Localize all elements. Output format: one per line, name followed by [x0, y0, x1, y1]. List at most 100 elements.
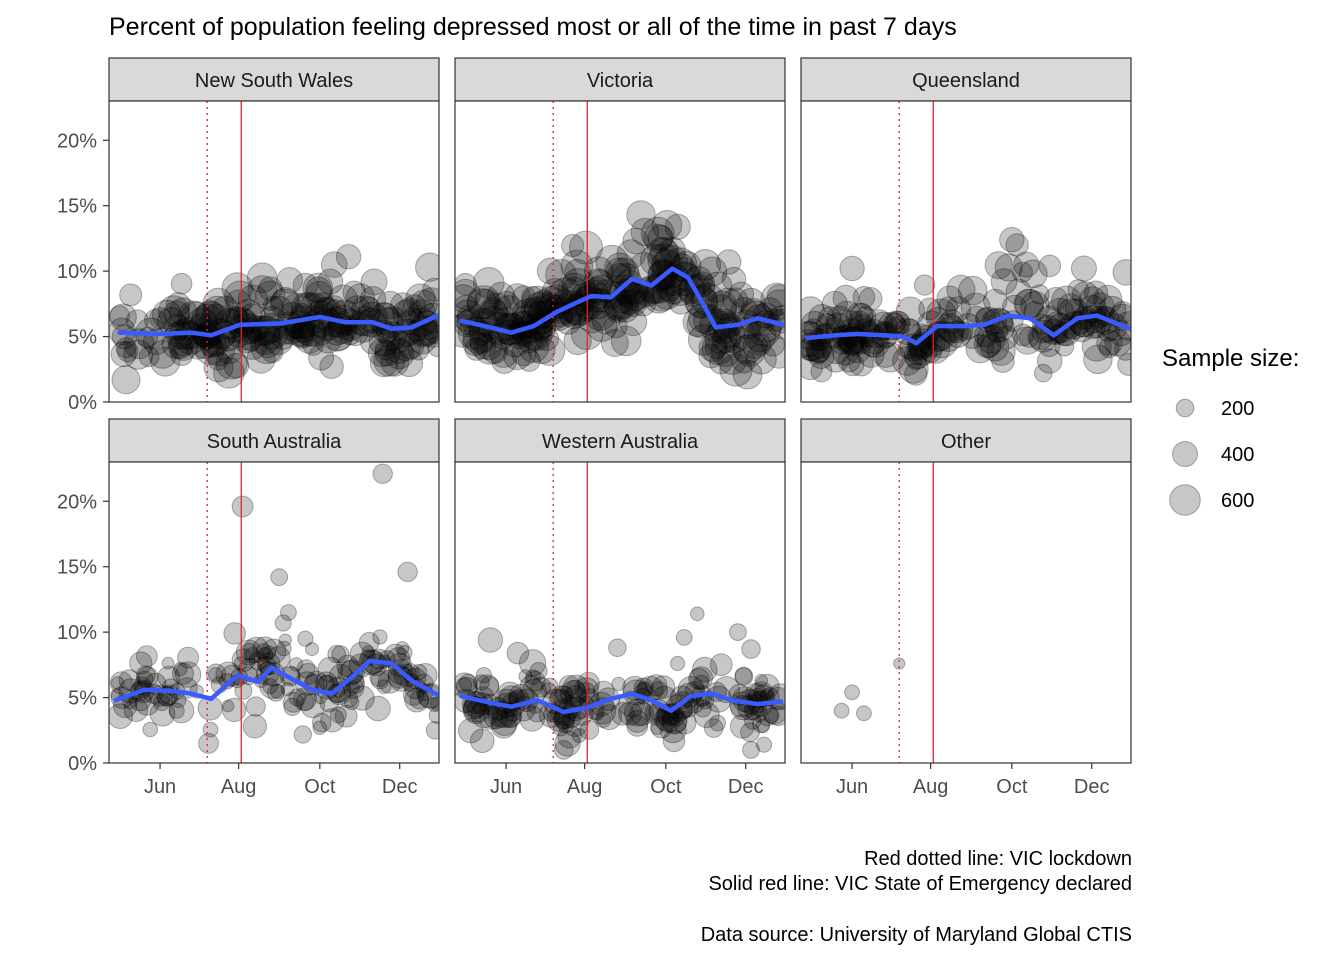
data-point	[618, 701, 643, 726]
data-point	[898, 353, 929, 384]
y-tick-label: 5%	[68, 327, 97, 349]
data-point	[1043, 286, 1068, 311]
data-point	[123, 697, 149, 723]
data-point	[984, 251, 1013, 280]
data-point	[768, 705, 785, 727]
x-tick-label: Jun	[836, 776, 868, 798]
data-point	[254, 330, 283, 359]
data-point	[374, 339, 396, 361]
data-point	[506, 641, 530, 665]
data-point	[233, 656, 248, 671]
data-point	[651, 210, 683, 241]
data-point	[698, 333, 727, 362]
data-point	[473, 331, 507, 365]
data-point	[475, 667, 492, 684]
data-point	[491, 348, 518, 375]
data-point	[237, 330, 268, 360]
data-point	[857, 340, 885, 368]
data-point	[748, 333, 772, 356]
legend-key-circle	[1169, 484, 1201, 516]
data-point	[474, 288, 500, 315]
data-point	[732, 359, 763, 390]
x-tick-label: Aug	[221, 776, 257, 798]
data-point	[529, 662, 548, 680]
data-point	[248, 651, 268, 671]
legend-label: 400	[1221, 444, 1254, 466]
panel-border	[108, 461, 440, 764]
data-point	[904, 362, 928, 386]
data-point	[639, 244, 672, 276]
data-point	[623, 698, 652, 727]
data-point	[746, 343, 777, 375]
panel-background	[109, 462, 439, 763]
data-point	[1081, 331, 1112, 362]
y-tick-label: 10%	[57, 261, 97, 283]
data-point	[299, 320, 327, 347]
legend-label: 600	[1221, 490, 1254, 512]
data-point	[328, 284, 359, 315]
data-point	[172, 662, 194, 685]
data-point	[875, 342, 906, 373]
data-point	[577, 305, 606, 334]
data-point	[853, 318, 880, 345]
data-point	[608, 638, 627, 658]
data-point	[844, 336, 871, 364]
data-point	[168, 330, 199, 361]
data-point	[161, 329, 192, 360]
data-point	[877, 311, 906, 341]
data-point	[476, 334, 503, 361]
data-point	[402, 684, 425, 706]
data-point	[262, 678, 279, 695]
data-point	[519, 705, 545, 732]
data-point	[1056, 293, 1085, 321]
data-point	[517, 331, 550, 363]
data-point	[374, 340, 401, 367]
data-point	[611, 676, 626, 692]
data-point	[415, 252, 439, 282]
data-point	[884, 312, 906, 334]
x-tick-label: Oct	[996, 776, 1028, 798]
data-point	[319, 354, 344, 380]
data-point	[118, 669, 141, 691]
data-point	[299, 292, 329, 322]
data-point	[760, 282, 785, 316]
data-point	[938, 296, 959, 317]
data-point	[246, 344, 276, 374]
data-point	[946, 274, 976, 304]
data-point	[994, 325, 1019, 350]
data-point	[111, 324, 138, 350]
data-point	[654, 244, 688, 279]
data-point	[1040, 318, 1067, 345]
data-point	[1054, 336, 1075, 357]
data-point	[252, 636, 277, 661]
data-point	[245, 696, 266, 717]
data-point	[198, 733, 219, 754]
data-point	[215, 347, 248, 380]
data-point	[530, 676, 552, 698]
data-point	[1078, 286, 1106, 314]
data-point	[649, 237, 680, 268]
data-point	[235, 639, 262, 666]
data-point	[233, 326, 258, 351]
data-point	[197, 695, 223, 721]
data-point	[344, 694, 360, 710]
data-point	[1070, 255, 1097, 282]
data-point	[555, 685, 574, 705]
data-point	[119, 283, 143, 307]
facet-panels: New South Wales 0% 5% 10% 15% 20% Victoria Quee…	[57, 57, 1132, 798]
data-point	[822, 344, 850, 373]
data-point	[983, 288, 1008, 314]
data-point	[1114, 337, 1131, 361]
data-point	[807, 342, 835, 370]
data-point	[161, 656, 175, 670]
data-point	[709, 351, 733, 375]
data-point	[690, 606, 705, 622]
data-point	[142, 721, 158, 738]
data-point	[999, 227, 1025, 253]
strip-label: New South Wales	[195, 70, 353, 92]
data-point	[257, 318, 289, 350]
data-point	[852, 286, 876, 309]
data-point	[856, 705, 872, 722]
x-tick-label: Aug	[567, 776, 603, 798]
data-point	[428, 706, 439, 724]
